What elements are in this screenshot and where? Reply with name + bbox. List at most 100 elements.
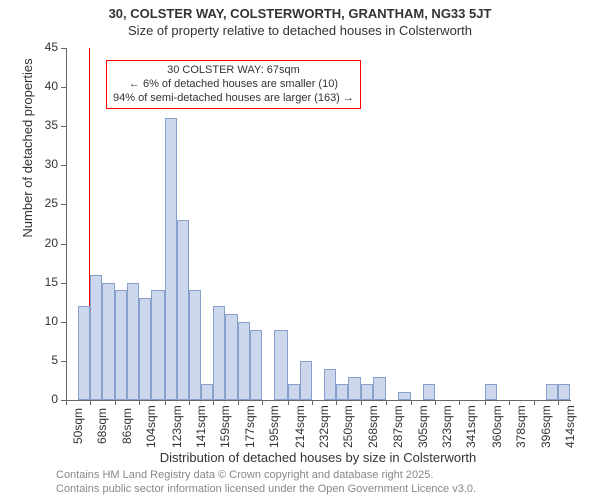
x-tick (165, 400, 166, 405)
y-tick-label: 40 (28, 79, 58, 93)
histogram-bar (225, 314, 237, 400)
histogram-bar (274, 330, 288, 400)
histogram-bar (250, 330, 262, 400)
y-tick-label: 25 (28, 196, 58, 210)
histogram-bar (165, 118, 177, 400)
x-tick-label: 250sqm (341, 408, 355, 448)
histogram-bar (189, 290, 201, 400)
histogram-bar (127, 283, 139, 400)
histogram-bar (115, 290, 127, 400)
histogram-bar (288, 384, 300, 400)
annotation-line: 30 COLSTER WAY: 67sqm (113, 64, 354, 78)
x-tick (262, 400, 263, 405)
x-tick-label: 86sqm (120, 408, 134, 448)
y-tick (61, 322, 66, 323)
title-line2: Size of property relative to detached ho… (0, 23, 600, 38)
y-tick (61, 361, 66, 362)
histogram-bar (361, 384, 373, 400)
title-block: 30, COLSTER WAY, COLSTERWORTH, GRANTHAM,… (0, 6, 600, 38)
footer-text: Contains HM Land Registry data © Crown c… (56, 468, 476, 497)
x-tick (90, 400, 91, 405)
x-tick-label: 104sqm (144, 408, 158, 448)
y-tick-label: 45 (28, 40, 58, 54)
x-tick (485, 400, 486, 405)
x-tick-label: 414sqm (563, 408, 577, 448)
x-tick-label: 177sqm (243, 408, 257, 448)
histogram-bar (201, 384, 213, 400)
chart-container: 30, COLSTER WAY, COLSTERWORTH, GRANTHAM,… (0, 0, 600, 500)
histogram-bar (151, 290, 165, 400)
annotation-line: ← 6% of detached houses are smaller (10) (113, 78, 354, 92)
x-tick (288, 400, 289, 405)
annotation-line: 94% of semi-detached houses are larger (… (113, 92, 354, 106)
x-tick (558, 400, 559, 405)
histogram-bar (423, 384, 435, 400)
annotation-box: 30 COLSTER WAY: 67sqm ← 6% of detached h… (106, 60, 361, 109)
y-tick-label: 35 (28, 118, 58, 132)
x-tick (411, 400, 412, 405)
histogram-bar (373, 377, 387, 400)
x-tick-label: 214sqm (293, 408, 307, 448)
x-tick (189, 400, 190, 405)
x-tick (509, 400, 510, 405)
x-tick-label: 378sqm (514, 408, 528, 448)
x-tick (459, 400, 460, 405)
x-tick (312, 400, 313, 405)
x-tick-label: 141sqm (194, 408, 208, 448)
x-tick-label: 341sqm (464, 408, 478, 448)
histogram-bar (546, 384, 558, 400)
x-tick-label: 232sqm (317, 408, 331, 448)
footer-line: Contains public sector information licen… (56, 482, 476, 496)
x-tick (66, 400, 67, 405)
histogram-bar (324, 369, 336, 400)
y-tick-label: 0 (28, 392, 58, 406)
histogram-bar (213, 306, 225, 400)
histogram-bar (90, 275, 102, 400)
y-tick-label: 10 (28, 314, 58, 328)
y-tick (61, 283, 66, 284)
x-tick (139, 400, 140, 405)
title-line1: 30, COLSTER WAY, COLSTERWORTH, GRANTHAM,… (0, 6, 600, 21)
x-tick-label: 195sqm (267, 408, 281, 448)
x-tick (213, 400, 214, 405)
x-tick-label: 396sqm (539, 408, 553, 448)
histogram-bar (139, 298, 151, 400)
y-tick-label: 15 (28, 275, 58, 289)
histogram-bar (336, 384, 348, 400)
y-tick (61, 244, 66, 245)
y-tick (61, 87, 66, 88)
x-tick (534, 400, 535, 405)
y-tick (61, 126, 66, 127)
x-tick (435, 400, 436, 405)
histogram-bar (238, 322, 250, 400)
y-tick (61, 165, 66, 166)
y-tick-label: 20 (28, 236, 58, 250)
x-tick-label: 268sqm (366, 408, 380, 448)
x-tick-label: 287sqm (391, 408, 405, 448)
histogram-bar (558, 384, 570, 400)
x-tick (115, 400, 116, 405)
x-tick (361, 400, 362, 405)
histogram-bar (300, 361, 312, 400)
histogram-bar (348, 377, 360, 400)
x-tick (336, 400, 337, 405)
y-tick-label: 30 (28, 157, 58, 171)
x-tick-label: 159sqm (218, 408, 232, 448)
y-tick (61, 204, 66, 205)
histogram-bar (398, 392, 410, 400)
x-tick (386, 400, 387, 405)
x-axis-label: Distribution of detached houses by size … (66, 450, 570, 465)
y-tick-label: 5 (28, 353, 58, 367)
histogram-bar (102, 283, 114, 400)
x-tick-label: 323sqm (440, 408, 454, 448)
footer-line: Contains HM Land Registry data © Crown c… (56, 468, 476, 482)
histogram-bar (485, 384, 497, 400)
histogram-bar (177, 220, 189, 400)
x-tick (238, 400, 239, 405)
x-tick-label: 305sqm (416, 408, 430, 448)
x-tick-label: 68sqm (95, 408, 109, 448)
x-tick-label: 360sqm (490, 408, 504, 448)
histogram-bar (78, 306, 90, 400)
y-tick (61, 48, 66, 49)
x-tick-label: 123sqm (170, 408, 184, 448)
